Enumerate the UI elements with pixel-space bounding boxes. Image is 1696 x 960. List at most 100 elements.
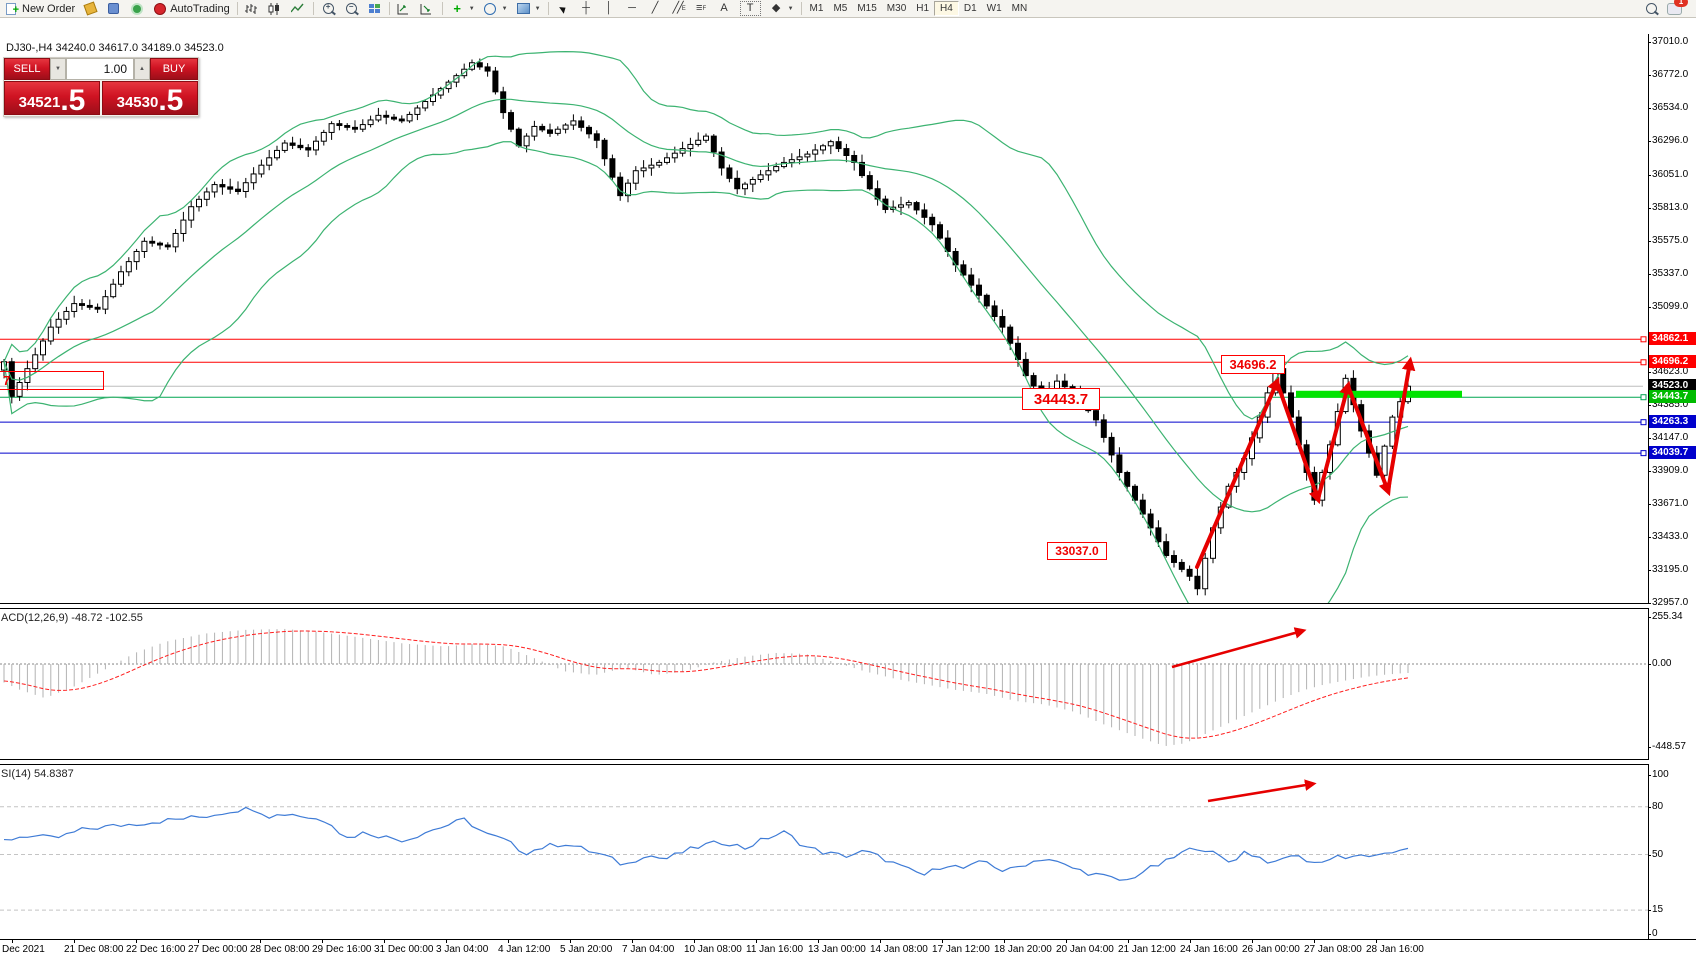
- price-tick-label: 35337.0: [1648, 267, 1689, 279]
- time-axis-label: 26 Jan 00:00: [1242, 940, 1300, 955]
- time-axis-label: 5 Jan 20:00: [560, 940, 613, 955]
- signals-button[interactable]: [125, 1, 148, 16]
- time-axis-label: 10 Jan 08:00: [684, 940, 742, 955]
- time-axis-label: 13 Jan 00:00: [808, 940, 866, 955]
- macd-pane[interactable]: [0, 607, 1648, 759]
- main-price-pane[interactable]: [0, 34, 1648, 603]
- autotrading-button[interactable]: AutoTrading: [148, 1, 234, 16]
- rsi-scale-label: 0: [1649, 928, 1658, 939]
- data-window-button[interactable]: [416, 1, 439, 16]
- zoom-out-button[interactable]: −: [340, 1, 363, 16]
- arrows-tool-button[interactable]: ◆ ▼: [765, 1, 798, 16]
- rsi-scale-label: 80: [1648, 800, 1664, 812]
- fibonacci-tool-button[interactable]: ≡ F: [690, 1, 713, 16]
- horizontal-line-tool-button[interactable]: ─: [621, 1, 644, 16]
- time-axis-label: 20 Jan 04:00: [1056, 940, 1114, 955]
- volume-increase-button[interactable]: ▲: [134, 58, 150, 80]
- chart-window[interactable]: DJ30-,H4 34240.0 34617.0 34189.0 34523.0…: [0, 17, 1696, 960]
- chat-icon[interactable]: 1: [1667, 0, 1688, 15]
- add-indicator-icon: +: [453, 1, 462, 16]
- candlesticks: [1, 58, 1411, 596]
- text-icon: A: [720, 2, 728, 14]
- buy-button[interactable]: BUY: [150, 58, 198, 80]
- buy-price-frac: .5: [158, 83, 184, 117]
- eraser-button[interactable]: [79, 1, 102, 16]
- sell-button[interactable]: SELL: [4, 58, 50, 80]
- trend-zigzag-arrows[interactable]: [1195, 356, 1416, 569]
- timeframe-M30[interactable]: M30: [886, 3, 907, 14]
- toolbar-separator: [441, 2, 443, 15]
- crosshair-tool-button[interactable]: ┼: [575, 1, 598, 16]
- search-icon[interactable]: [1644, 2, 1659, 15]
- symbol-ohlc-info: DJ30-,H4 34240.0 34617.0 34189.0 34523.0: [6, 42, 224, 54]
- zoom-in-button[interactable]: +: [317, 1, 340, 16]
- sell-price-box[interactable]: 34521 .5: [4, 81, 100, 115]
- volume-input[interactable]: 1.00: [66, 58, 134, 80]
- cursor-tool-button[interactable]: [552, 1, 575, 16]
- candle-chart-mode-button[interactable]: [264, 1, 287, 16]
- chevron-down-icon: ▼: [468, 5, 475, 12]
- time-axis-label: 7 Jan 04:00: [622, 940, 675, 955]
- toolbar-separator: [388, 2, 390, 15]
- period-button[interactable]: ▼: [479, 1, 512, 16]
- pane-separator[interactable]: [0, 603, 1696, 609]
- pane-separator[interactable]: [0, 759, 1696, 765]
- timeframe-W1[interactable]: W1: [986, 3, 1002, 14]
- bar-chart-mode-button[interactable]: [241, 1, 264, 16]
- price-level-badge: 34263.3: [1649, 415, 1696, 429]
- support-price-label[interactable]: 34443.7: [1022, 388, 1100, 410]
- macd-scale-label: 0.00: [1648, 658, 1672, 669]
- expert-advisors-button[interactable]: [102, 1, 125, 16]
- price-axis[interactable]: 37010.0 36772.0 36534.0 36296.0 36051.0 35813…: [1648, 34, 1696, 939]
- crosshair-icon: ┼: [582, 2, 590, 14]
- vertical-line-icon: │: [605, 2, 613, 14]
- highlight-zone-bar[interactable]: [1296, 390, 1462, 398]
- text-tool-button[interactable]: A: [713, 1, 736, 16]
- timeframe-H4[interactable]: H4: [934, 1, 959, 16]
- tile-windows-button[interactable]: [363, 1, 386, 16]
- line-chart-mode-button[interactable]: [287, 1, 310, 16]
- template-button[interactable]: ▼: [512, 1, 545, 16]
- resistance-price-label[interactable]: 34696.2: [1221, 355, 1285, 374]
- macd-histogram: [3, 628, 1409, 746]
- timeframe-D1[interactable]: D1: [963, 3, 977, 14]
- new-order-label: New Order: [22, 2, 76, 15]
- clipped-price-label[interactable]: 7: [0, 371, 104, 390]
- price-tick-label: 37010.0: [1648, 36, 1689, 47]
- sell-price-int: 34521: [18, 94, 61, 111]
- fibonacci-icon: ≡ F: [696, 2, 707, 14]
- time-axis-label: 3 Jan 04:00: [436, 940, 489, 955]
- time-axis-label: 14 Jan 08:00: [870, 940, 928, 955]
- timeframe-M1[interactable]: M1: [809, 3, 824, 14]
- bar-chart-icon: [244, 2, 260, 15]
- price-tick-label: 35575.0: [1648, 234, 1689, 246]
- price-tick-label: 32957.0: [1648, 597, 1689, 608]
- price-axis-border: [1648, 34, 1649, 939]
- time-axis-label: 27 Jan 08:00: [1304, 940, 1362, 955]
- equidistant-channel-tool-button[interactable]: ╱╱ E: [667, 1, 690, 16]
- volume-decrease-button[interactable]: ▼: [50, 58, 66, 80]
- text-label-tool-button[interactable]: T: [736, 1, 765, 16]
- vertical-line-tool-button[interactable]: │: [598, 1, 621, 16]
- timeframe-MN[interactable]: MN: [1011, 3, 1028, 14]
- rsi-trend-arrow[interactable]: [1207, 779, 1317, 803]
- price-level-badge: 34039.7: [1649, 446, 1696, 460]
- rsi-pane[interactable]: [0, 763, 1648, 939]
- timeframe-M5[interactable]: M5: [833, 3, 848, 14]
- text-label-icon: T: [739, 1, 761, 16]
- sell-price-frac: .5: [60, 83, 86, 117]
- clock-icon: [483, 2, 498, 15]
- price-tick-label: 36296.0: [1648, 134, 1689, 146]
- new-order-button[interactable]: + New Order: [0, 1, 79, 16]
- timeframe-H1[interactable]: H1: [916, 3, 930, 14]
- swing-low-price-label[interactable]: 33037.0: [1047, 542, 1107, 560]
- add-indicator-button[interactable]: + ▼: [446, 1, 479, 16]
- time-axis-label: 22 Dec 16:00: [126, 940, 186, 955]
- timeframe-M15[interactable]: M15: [857, 3, 877, 14]
- market-watch-button[interactable]: [393, 1, 416, 16]
- trendline-tool-button[interactable]: ╱: [644, 1, 667, 16]
- buy-price-box[interactable]: 34530 .5: [102, 81, 198, 115]
- zoom-in-icon: +: [321, 2, 336, 15]
- macd-trend-arrow[interactable]: [1171, 627, 1307, 669]
- time-axis[interactable]: Dec 2021 21 Dec 08:00 22 Dec 16:00 27 Dec 0…: [0, 939, 1696, 960]
